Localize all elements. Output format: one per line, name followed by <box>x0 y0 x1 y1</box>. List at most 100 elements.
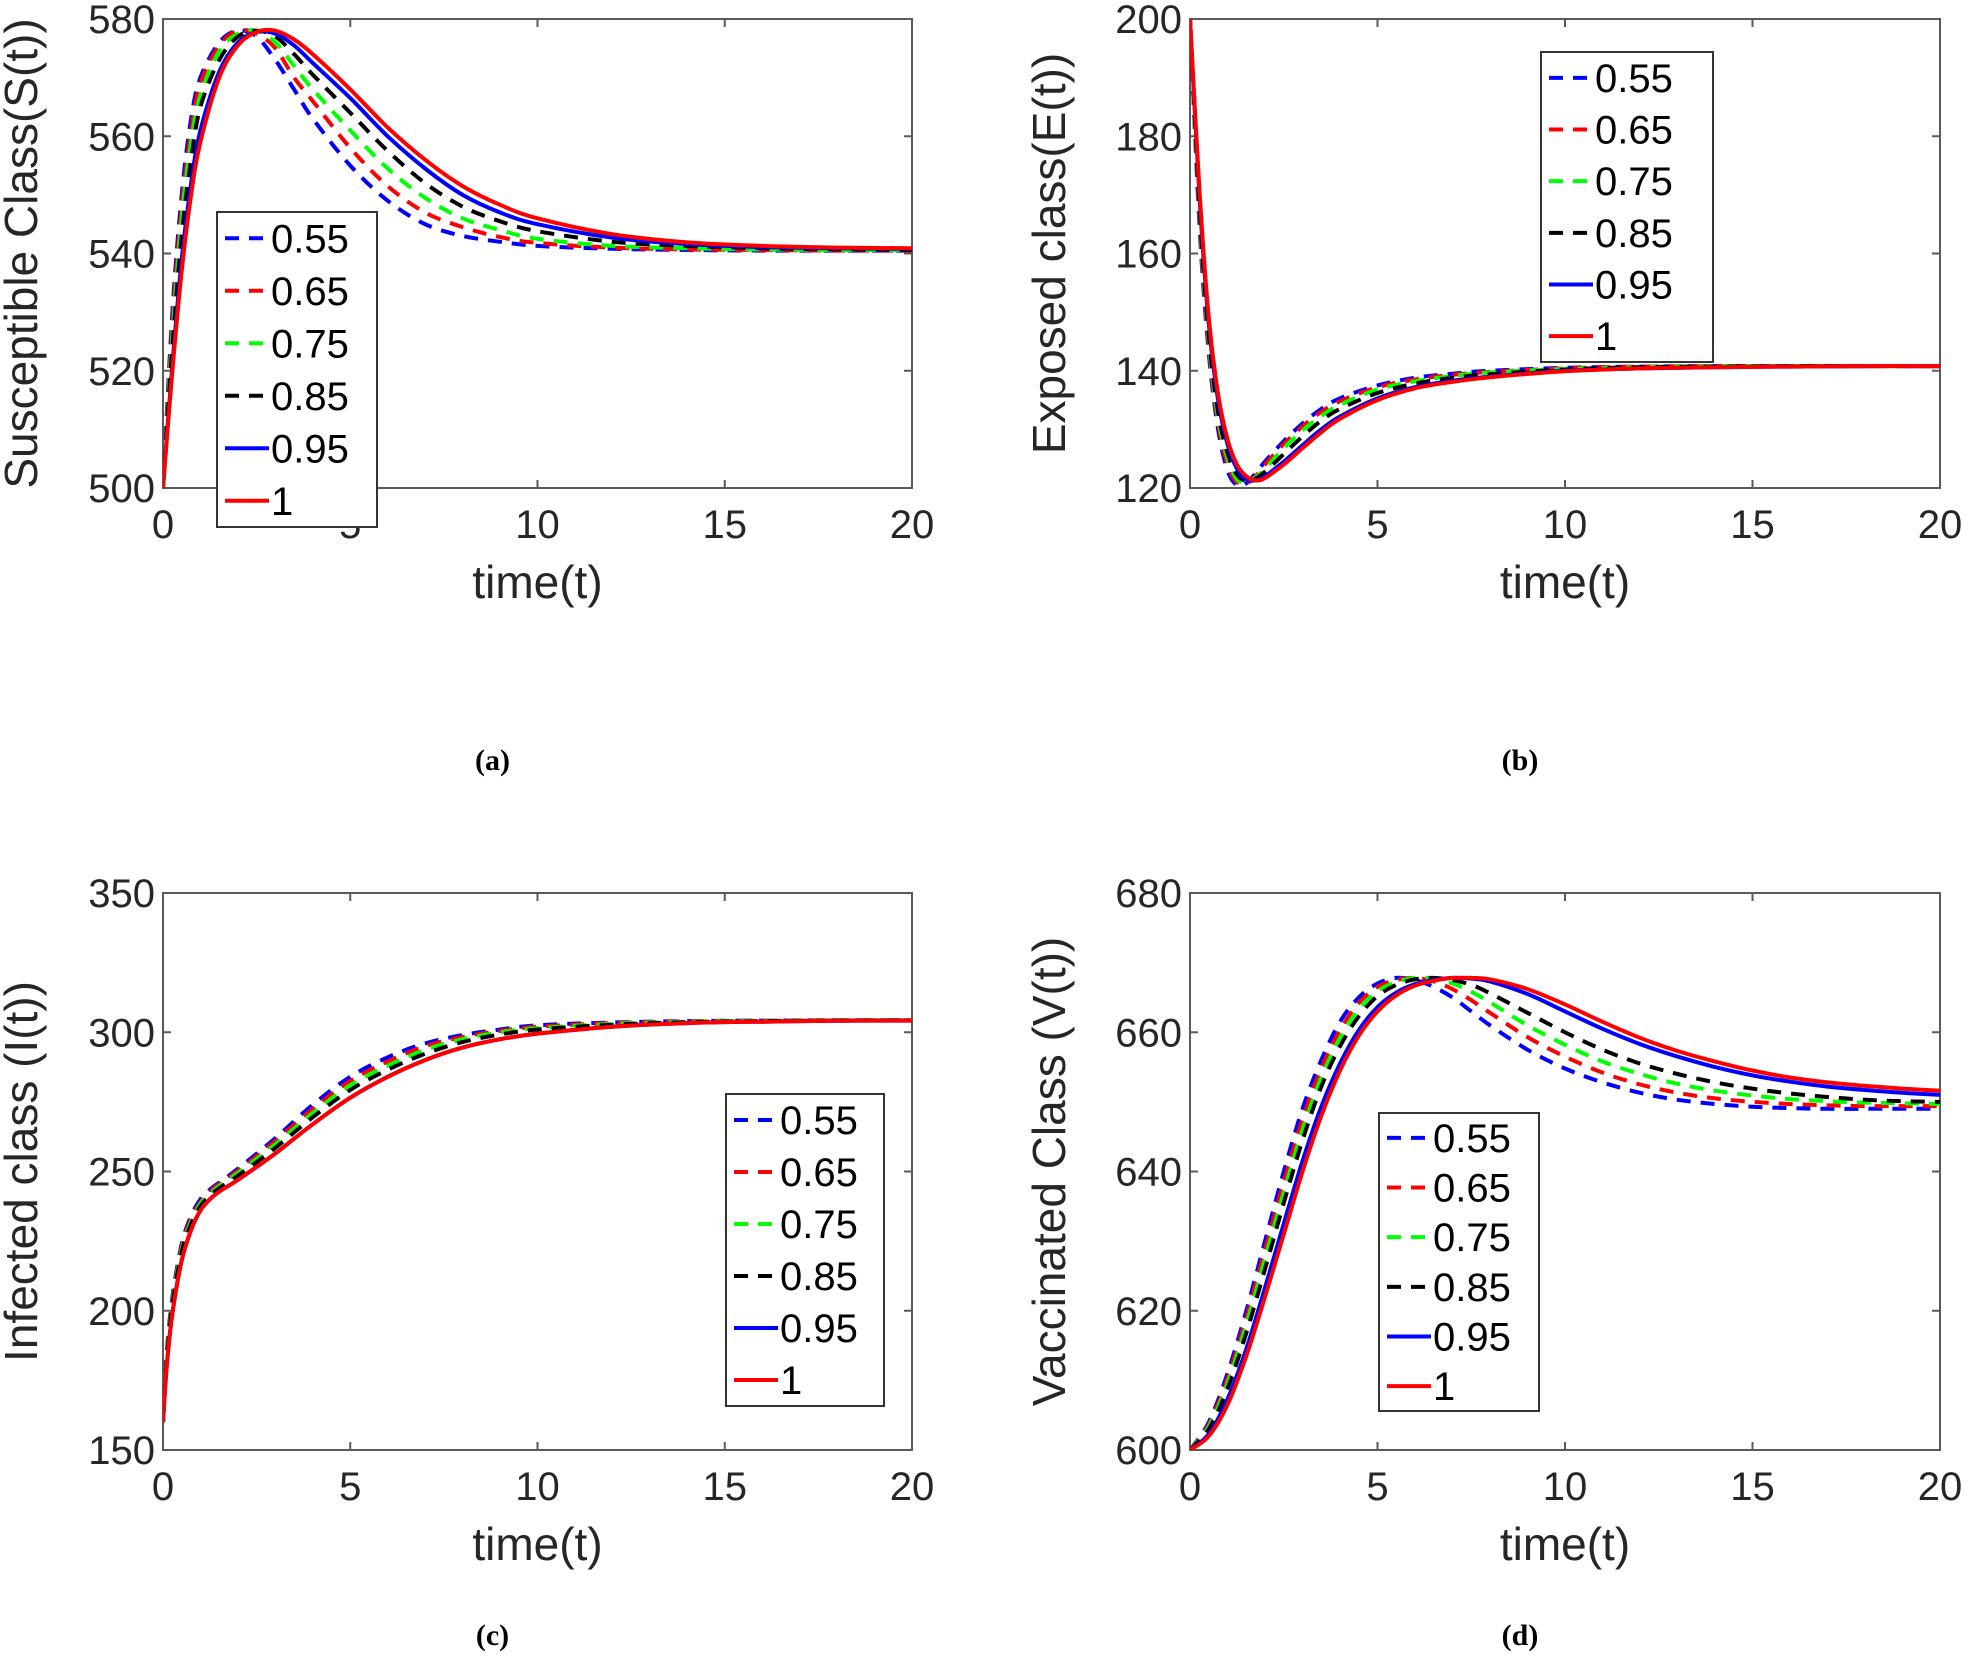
x-tick-label: 10 <box>1543 1465 1588 1509</box>
series-group <box>1190 19 1940 488</box>
y-tick-label: 180 <box>1115 115 1182 159</box>
y-tick-label: 640 <box>1115 1151 1182 1195</box>
x-axis-label: time(t) <box>1500 1518 1630 1570</box>
y-tick-label: 160 <box>1115 233 1182 277</box>
series-group <box>1190 975 1940 1450</box>
x-tick-label: 20 <box>1918 503 1963 547</box>
legend-label: 0.55 <box>780 1099 858 1143</box>
series-line-0_55 <box>163 28 912 488</box>
panel-caption: (b) <box>1502 744 1539 777</box>
y-tick-label: 680 <box>1115 872 1182 916</box>
panel-caption: (d) <box>1502 1619 1539 1652</box>
legend-label: 1 <box>271 480 293 524</box>
legend-label: 0.95 <box>271 427 349 471</box>
panel-a: 05101520500520540560580time(t)Susceptibl… <box>0 0 934 777</box>
legend-label: 1 <box>1433 1365 1455 1409</box>
x-tick-label: 5 <box>339 1465 361 1509</box>
panel-c: 0 5 10 15 20 150 200 250 300 350 time(t) Infected c… <box>0 872 934 1652</box>
legend: 0.55 0.65 0.75 0.85 0.95 1 <box>725 1093 885 1407</box>
y-tick-label: 120 <box>1115 467 1182 511</box>
x-tick-label: 15 <box>1730 1465 1775 1509</box>
y-axis-label: Susceptible Class(S(t)) <box>0 18 47 488</box>
legend-label: 0.55 <box>1433 1117 1511 1161</box>
legend-label: 0.75 <box>1595 160 1673 204</box>
series-line-0_75 <box>1190 975 1940 1450</box>
legend-label: 0.95 <box>1595 264 1673 308</box>
legend-label: 0.75 <box>780 1203 858 1247</box>
legend: 0.55 0.65 0.75 0.85 0.95 1 <box>216 211 378 528</box>
series-line-0_95 <box>1190 975 1940 1450</box>
legend: 0.55 0.65 0.75 0.85 0.95 1 <box>1378 1112 1540 1412</box>
y-axis-label: Vaccinated Class (V(t)) <box>1023 937 1075 1407</box>
series-line-0_75 <box>163 28 912 488</box>
legend-label: 0.75 <box>1433 1216 1511 1260</box>
legend-box <box>725 1093 885 1407</box>
x-tick-label: 20 <box>890 1465 935 1509</box>
legend-label: 0.55 <box>271 217 349 261</box>
y-tick-label: 200 <box>88 1290 155 1334</box>
y-tick-label: 350 <box>88 872 155 916</box>
series-group <box>163 1018 912 1423</box>
y-tick-label: 580 <box>88 0 155 42</box>
legend-box <box>1378 1112 1540 1412</box>
legend-box <box>216 211 378 528</box>
y-tick-label: 200 <box>1115 0 1182 42</box>
x-tick-label: 0 <box>1179 503 1201 547</box>
y-tick-label: 250 <box>88 1151 155 1195</box>
x-tick-label: 10 <box>1543 503 1588 547</box>
y-tick-label: 620 <box>1115 1290 1182 1334</box>
series-line-0_65 <box>1190 975 1940 1450</box>
legend-label: 0.55 <box>1595 57 1673 101</box>
series-line-1 <box>1190 975 1940 1450</box>
legend-label: 1 <box>1595 315 1617 359</box>
x-tick-label: 5 <box>1366 503 1388 547</box>
legend-label: 0.65 <box>780 1151 858 1195</box>
legend-label: 0.95 <box>780 1307 858 1351</box>
y-axis-label: Infected class (I(t)) <box>0 981 47 1362</box>
y-tick-label: 520 <box>88 350 155 394</box>
y-tick-label: 600 <box>1115 1429 1182 1473</box>
y-tick-label: 660 <box>1115 1011 1182 1055</box>
series-line-0_55 <box>1190 975 1940 1450</box>
x-tick-label: 15 <box>1730 503 1775 547</box>
y-tick-label: 540 <box>88 233 155 277</box>
legend-label: 0.85 <box>780 1255 858 1299</box>
y-tick-label: 560 <box>88 115 155 159</box>
legend-label: 0.85 <box>271 375 349 419</box>
legend-label: 0.65 <box>1595 109 1673 153</box>
x-tick-label: 0 <box>152 503 174 547</box>
y-axis-label: Exposed class(E(t)) <box>1023 53 1075 454</box>
x-tick-label: 15 <box>703 1465 748 1509</box>
series-line-0_85 <box>163 28 912 488</box>
x-axis-label: time(t) <box>1500 556 1630 608</box>
y-tick-label: 500 <box>88 467 155 511</box>
legend-label: 1 <box>780 1359 802 1403</box>
series-line-1 <box>1190 19 1940 483</box>
x-tick-label: 10 <box>515 503 560 547</box>
y-tick-label: 150 <box>88 1429 155 1473</box>
x-axis-label: time(t) <box>472 556 602 608</box>
legend-label: 0.65 <box>1433 1167 1511 1211</box>
panel-caption: (a) <box>475 744 510 777</box>
x-tick-label: 20 <box>890 503 935 547</box>
y-tick-label: 140 <box>1115 350 1182 394</box>
series-line-1 <box>163 27 912 488</box>
series-line-0_85 <box>1190 975 1940 1450</box>
x-tick-label: 10 <box>515 1465 560 1509</box>
series-line-1 <box>163 1018 912 1423</box>
y-tick-label: 300 <box>88 1011 155 1055</box>
legend: 0.55 0.65 0.75 0.85 0.95 1 <box>1540 51 1714 363</box>
series-group <box>163 27 912 488</box>
x-tick-label: 0 <box>1179 1465 1201 1509</box>
legend-label: 0.75 <box>271 322 349 366</box>
panel-d: 0 5 10 15 20 600 620 640 660 680 time(t) Vaccinated… <box>1023 872 1962 1652</box>
legend-box <box>1540 51 1714 363</box>
legend-label: 0.95 <box>1433 1316 1511 1360</box>
x-tick-label: 5 <box>1366 1465 1388 1509</box>
panel-b: 0 5 10 15 20 120 140 160 180 200 time(t) Exposed cl… <box>1023 0 1962 777</box>
x-tick-label: 0 <box>152 1465 174 1509</box>
legend-label: 0.85 <box>1433 1266 1511 1310</box>
legend-label: 0.85 <box>1595 212 1673 256</box>
x-tick-label: 20 <box>1918 1465 1963 1509</box>
